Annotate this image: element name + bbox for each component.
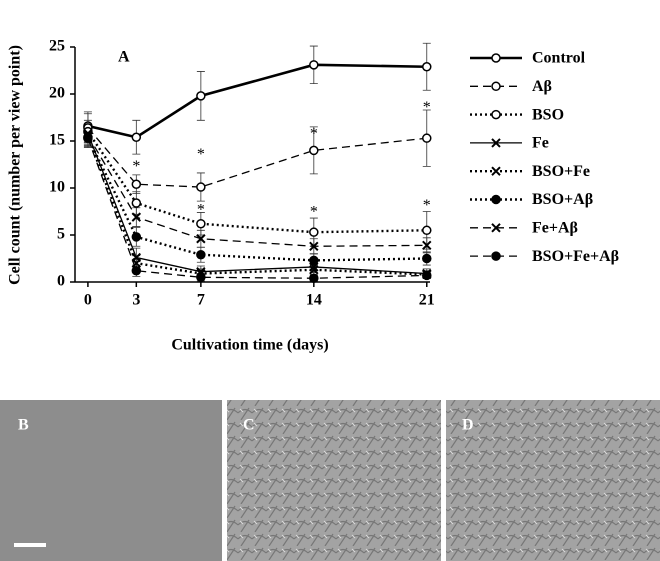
micrograph-c <box>227 400 441 561</box>
marker <box>309 60 319 70</box>
marker <box>131 265 142 276</box>
annotation: * <box>197 201 205 218</box>
marker <box>422 253 432 264</box>
panel-label: D <box>462 417 474 434</box>
y-axis-label: Cell count (number per view point) <box>7 45 24 285</box>
marker <box>422 61 432 72</box>
y-tick-label: 0 <box>57 273 65 290</box>
x-axis-label: Cultivation time (days) <box>171 337 328 354</box>
legend-marker <box>491 138 501 148</box>
x-tick-label: 14 <box>306 292 322 309</box>
micrograph-d <box>446 400 660 561</box>
x-tick-label: 7 <box>197 292 205 309</box>
legend-marker <box>491 223 501 233</box>
legend-label: Aβ <box>532 78 552 95</box>
y-tick-label: 10 <box>49 179 65 196</box>
marker <box>309 227 319 237</box>
marker <box>131 179 142 189</box>
marker <box>83 133 93 143</box>
y-tick-label: 5 <box>57 226 65 243</box>
marker <box>309 145 319 156</box>
annotation: * <box>132 158 140 175</box>
marker <box>422 133 432 143</box>
annotation: * <box>310 125 318 142</box>
legend-marker <box>491 251 501 261</box>
y-tick-label: 25 <box>49 38 65 55</box>
panel-label: C <box>243 417 255 434</box>
series-line <box>86 130 427 234</box>
annotation: * <box>423 197 431 214</box>
micrographs <box>0 400 660 561</box>
marker <box>131 198 142 208</box>
micrograph-b <box>0 400 222 561</box>
series-line <box>87 63 427 139</box>
y-tick-label: 15 <box>49 132 65 149</box>
series-line <box>86 136 427 262</box>
legend-marker <box>491 194 501 205</box>
y-tick-label: 20 <box>49 85 65 102</box>
legend-marker <box>491 81 501 92</box>
annotation: * <box>310 203 318 220</box>
legend-label: Control <box>532 50 586 67</box>
marker <box>309 255 319 266</box>
marker <box>196 234 206 244</box>
legend-marker <box>491 53 501 63</box>
marker <box>131 258 142 268</box>
marker <box>196 91 206 101</box>
marker <box>196 249 206 260</box>
marker <box>196 272 206 283</box>
marker <box>422 240 432 251</box>
marker <box>309 273 319 283</box>
x-tick-label: 21 <box>419 292 435 309</box>
marker <box>196 182 206 192</box>
legend-label: Fe <box>532 135 549 152</box>
panel-label: B <box>18 417 29 434</box>
series-line <box>87 135 427 247</box>
x-tick-label: 0 <box>84 292 92 309</box>
marker <box>131 132 142 142</box>
x-tick-label: 3 <box>132 292 140 309</box>
legend-label: BSO+Fe <box>532 163 590 180</box>
marker <box>309 265 319 275</box>
marker <box>422 270 432 281</box>
marker <box>422 225 432 236</box>
legend-marker <box>491 166 501 176</box>
annotation: * <box>197 146 205 163</box>
marker <box>131 212 142 222</box>
legend-label: Fe+Aβ <box>532 219 578 236</box>
series-line <box>87 137 427 279</box>
legend-label: BSO+Aβ <box>532 191 593 208</box>
marker <box>309 241 319 251</box>
marker <box>131 232 142 242</box>
annotation: * <box>423 99 431 116</box>
legend-label: BSO <box>532 106 564 123</box>
legend-label: BSO+Fe+Aβ <box>532 248 619 265</box>
marker <box>196 218 206 229</box>
panel-label: A <box>118 49 130 66</box>
legend-marker <box>491 109 501 120</box>
